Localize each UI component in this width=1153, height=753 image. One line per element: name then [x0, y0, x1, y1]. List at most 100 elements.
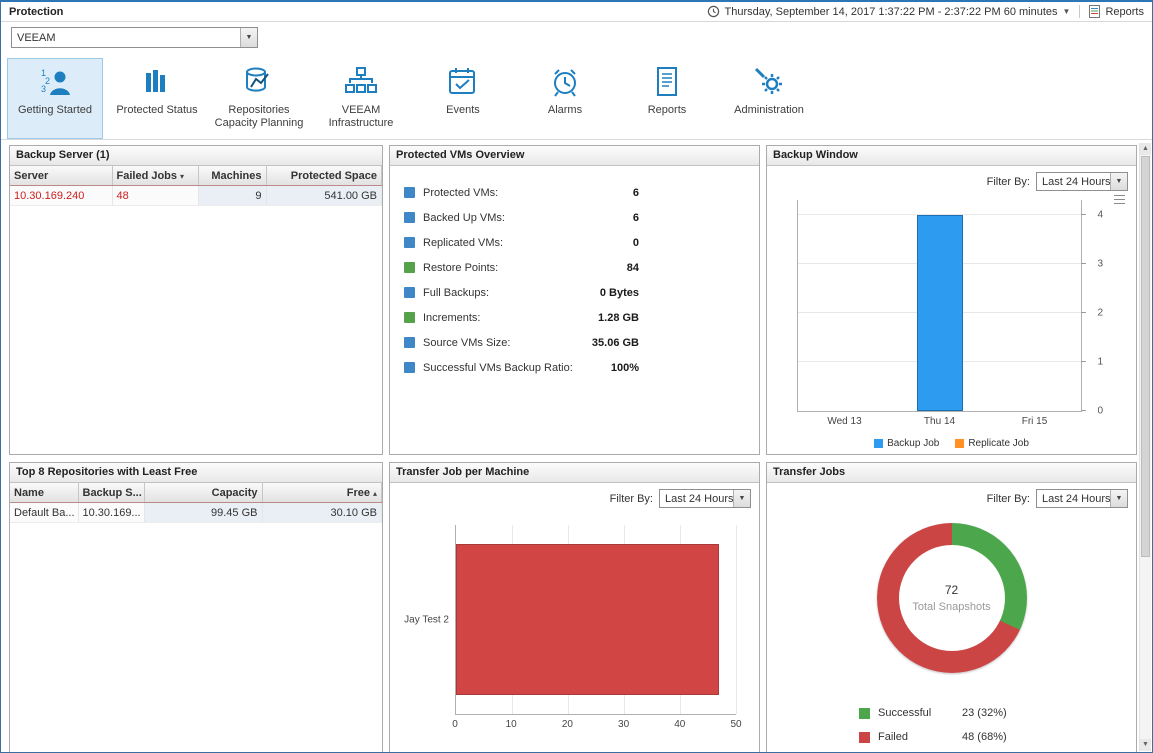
chevron-down-icon[interactable]: ▼	[1062, 7, 1071, 16]
column-header-machines[interactable]: Machines	[198, 166, 267, 186]
stat-restore-points: Restore Points: 84	[390, 255, 759, 280]
filter-select[interactable]: Last 24 Hours ▼	[1036, 489, 1128, 508]
panel-backup-server: Backup Server (1) Server Failed Jobs ▾ Ma…	[9, 145, 383, 455]
column-header-name[interactable]: Name	[10, 483, 79, 503]
product-select[interactable]: VEEAM ▼	[11, 27, 258, 48]
sort-asc-icon: ▴	[372, 488, 377, 498]
vm-icon	[404, 187, 415, 198]
toolbar-item-veeam-infrastructure[interactable]: VEEAM Infrastructure	[313, 58, 409, 139]
restore-point-icon	[404, 262, 415, 273]
chart-menu-icon[interactable]	[1113, 194, 1126, 205]
toolbar-item-label: Events	[446, 104, 480, 116]
column-header-protected-space[interactable]: Protected Space	[266, 166, 382, 186]
vertical-scrollbar[interactable]: ▲ ▼	[1139, 143, 1151, 751]
transfer-job-chart: Jay Test 2 0 10 20 30 40 50	[404, 525, 742, 730]
cell-name[interactable]: Default Ba...	[10, 502, 79, 523]
bar-transfer-job[interactable]	[456, 543, 720, 696]
toolbar-item-label: Administration	[734, 104, 804, 116]
panel-protected-vms-overview: Protected VMs Overview Protected VMs: 6 …	[389, 145, 760, 455]
table-row[interactable]: 10.30.169.240 48 9 541.00 GB	[10, 185, 382, 206]
column-header-backup-server[interactable]: Backup S...	[78, 483, 145, 503]
donut-center: 72 Total Snapshots	[898, 545, 1005, 651]
legend-label: Replicate Job	[968, 438, 1029, 449]
panel-title: Backup Window	[767, 146, 1136, 166]
table-row[interactable]: Default Ba... 10.30.169... 99.45 GB 30.1…	[10, 502, 382, 523]
x-axis-tick-label: 30	[618, 719, 630, 730]
panel-transfer-jobs: Transfer Jobs Filter By: Last 24 Hours ▼…	[766, 462, 1137, 752]
backup-window-chart: 0 1 2 3 4 Wed 13 Thu 14 Fri 15	[797, 200, 1103, 427]
filter-row: Filter By: Last 24 Hours ▼	[767, 483, 1136, 511]
panel-title: Top 8 Repositories with Least Free	[10, 463, 382, 483]
svg-text:3: 3	[41, 84, 46, 94]
donut-legend: Successful 23 (32%) Failed 48 (68%)	[767, 701, 1136, 749]
stat-increments: Increments: 1.28 GB	[390, 305, 759, 330]
toolbar-item-administration[interactable]: Administration	[721, 58, 817, 139]
cell-server[interactable]: 10.30.169.240	[10, 185, 113, 206]
filter-row: Filter By: Last 24 Hours ▼	[390, 483, 759, 511]
x-axis-label: Fri 15	[1021, 416, 1048, 427]
x-axis-tick-label: 50	[730, 719, 742, 730]
stat-source-vms-size: Source VMs Size: 35.06 GB	[390, 330, 759, 355]
column-header-failed-jobs[interactable]: Failed Jobs ▾	[112, 166, 199, 186]
vm-icon	[404, 237, 415, 248]
y-axis-tick-label: 4	[1097, 209, 1103, 221]
chevron-down-icon: ▼	[240, 28, 257, 47]
bar-backup-job[interactable]	[916, 214, 963, 411]
ratio-icon	[404, 362, 415, 373]
increment-icon	[404, 312, 415, 323]
toolbar-item-label: Repositories Capacity Planning	[214, 104, 304, 130]
y-axis-tick	[1081, 410, 1086, 411]
toolbar-item-label: Alarms	[547, 104, 583, 116]
toolbar-item-alarms[interactable]: Alarms	[517, 58, 613, 139]
page-title: Protection	[9, 5, 64, 18]
topbar: Protection Thursday, September 14, 2017 …	[1, 2, 1152, 22]
x-axis-tick-label: 20	[561, 719, 573, 730]
toolbar-item-protected-status[interactable]: Protected Status	[109, 58, 205, 139]
svg-text:1: 1	[41, 68, 46, 78]
toolbar-item-reports[interactable]: Reports	[619, 58, 715, 139]
clock-icon	[707, 5, 720, 18]
filter-select[interactable]: Last 24 Hours ▼	[659, 489, 751, 508]
toolbar-item-getting-started[interactable]: 1 2 3 Getting Started	[7, 58, 103, 139]
time-range-selector[interactable]: Thursday, September 14, 2017 1:37:22 PM …	[724, 5, 1058, 18]
column-header-server[interactable]: Server	[10, 166, 113, 186]
y-axis-tick	[1081, 213, 1086, 215]
toolbar-item-repositories-capacity-planning[interactable]: Repositories Capacity Planning	[211, 58, 307, 139]
filter-label: Filter By:	[609, 492, 653, 505]
bar-chart-plot	[455, 525, 737, 715]
stat-successful-backup-ratio: Successful VMs Backup Ratio: 100%	[390, 355, 759, 380]
vm-icon	[404, 212, 415, 223]
chart-legend: Backup Job Replicate Job	[767, 438, 1136, 449]
total-snapshots-value: 72	[944, 583, 959, 597]
scroll-up-button[interactable]: ▲	[1140, 143, 1151, 155]
cell-failed-jobs: 48	[112, 185, 199, 206]
toolbar-item-label: VEEAM Infrastructure	[328, 104, 394, 130]
filter-label: Filter By:	[986, 175, 1030, 188]
legend-label: Backup Job	[887, 438, 940, 449]
panel-title: Protected VMs Overview	[390, 146, 759, 166]
column-header-capacity[interactable]: Capacity	[144, 483, 263, 503]
product-select-value: VEEAM	[17, 31, 56, 44]
gridline	[798, 213, 1081, 215]
veeam-infrastructure-icon	[342, 63, 380, 101]
legend-item-failed: Failed 48 (68%)	[859, 725, 1136, 749]
toolbar-item-label: Protected Status	[116, 104, 198, 116]
reports-button[interactable]: Reports	[1105, 5, 1144, 18]
legend-item: Backup Job	[874, 438, 939, 449]
cell-machines: 9	[198, 185, 267, 206]
filter-select[interactable]: Last 24 Hours ▼	[1036, 172, 1128, 191]
scroll-thumb[interactable]	[1141, 156, 1150, 558]
cell-capacity: 99.45 GB	[144, 502, 263, 523]
filter-row: Filter By: Last 24 Hours ▼	[767, 166, 1136, 194]
scroll-down-button[interactable]: ▼	[1140, 739, 1151, 751]
stat-protected-vms: Protected VMs: 6	[390, 180, 759, 205]
panel-backup-window: Backup Window Filter By: Last 24 Hours ▼…	[766, 145, 1137, 455]
alarms-icon	[546, 63, 584, 101]
x-axis-tick-label: 40	[674, 719, 686, 730]
column-header-free[interactable]: Free ▴	[262, 483, 382, 503]
chevron-down-icon: ▼	[733, 490, 750, 507]
legend-item: Replicate Job	[955, 438, 1029, 449]
donut-chart[interactable]: 72 Total Snapshots	[876, 523, 1027, 673]
svg-text:2: 2	[45, 76, 50, 86]
toolbar-item-events[interactable]: Events	[415, 58, 511, 139]
